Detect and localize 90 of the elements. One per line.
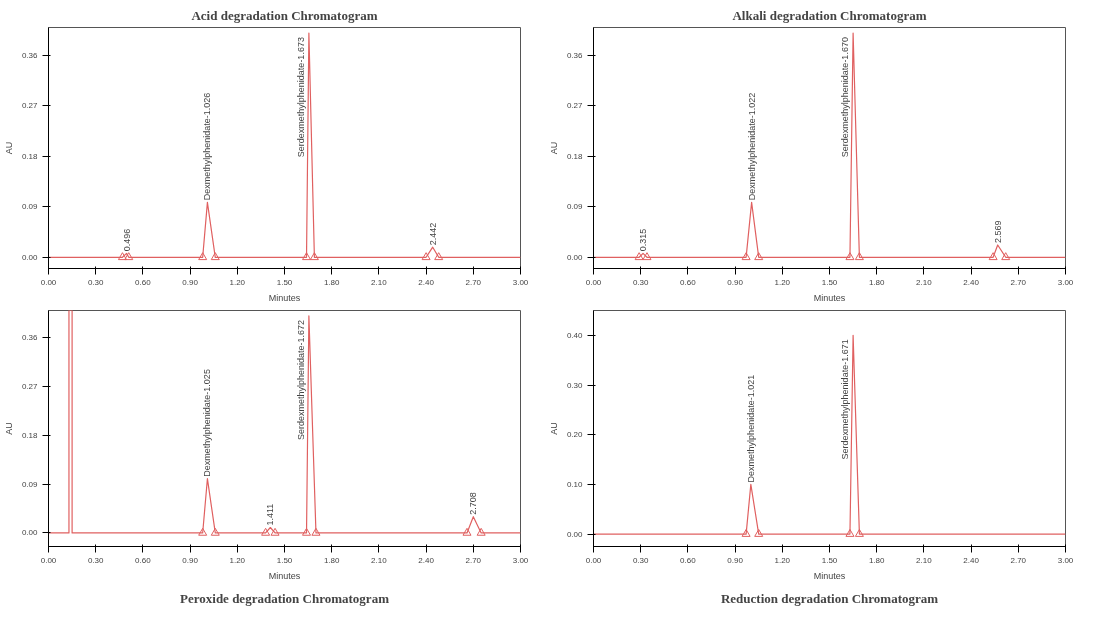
y-tick-label: 0.18 [21, 430, 39, 440]
x-tick-label: 1.50 [276, 277, 293, 287]
x-tick-label: 1.50 [276, 555, 293, 565]
x-tick-label: 2.70 [465, 277, 482, 287]
x-tick-label: 2.70 [1010, 555, 1027, 565]
x-tick-label: 1.20 [229, 555, 246, 565]
y-tick-label: 0.27 [21, 381, 39, 391]
y-tick-label: 0.20 [566, 430, 584, 440]
y-tick-label: 0.09 [21, 202, 39, 212]
annotation: Dexmethylphenidate-1.025 [202, 369, 213, 477]
y-tick-label: 0.30 [566, 380, 584, 390]
x-tick-label: 2.40 [418, 277, 435, 287]
annotation: 2.442 [427, 222, 438, 246]
x-tick-label: 1.80 [868, 555, 886, 565]
chart-title: Alkali degradation Chromatogram [732, 7, 927, 23]
y-tick-label: 0.27 [566, 101, 584, 111]
x-tick-label: 2.70 [1010, 277, 1027, 287]
x-tick-label: 1.20 [774, 277, 791, 287]
y-tick-label: 0.00 [21, 528, 39, 538]
x-tick-label: 0.00 [585, 277, 602, 287]
x-tick-label: 0.60 [680, 277, 697, 287]
y-tick-label: 0.00 [566, 252, 584, 262]
annotation: Serdexmethylphenidate-1.673 [295, 37, 306, 158]
x-tick-label: 0.90 [727, 277, 744, 287]
x-tick-label: 2.40 [963, 555, 980, 565]
x-tick-label: 3.00 [512, 555, 529, 565]
x-tick-label: 0.90 [182, 277, 199, 287]
y-axis-title: AU [548, 422, 559, 435]
x-tick-label: 0.00 [40, 555, 57, 565]
y-tick-label: 0.40 [566, 330, 584, 340]
annotation: Serdexmethylphenidate-1.672 [295, 319, 306, 441]
x-tick-label: 1.80 [323, 555, 341, 565]
x-tick-label: 1.20 [229, 277, 246, 287]
x-axis-title: Minutes [268, 292, 301, 303]
y-tick-label: 0.18 [566, 151, 584, 161]
x-tick-label: 1.80 [323, 277, 341, 287]
y-tick-label: 0.09 [566, 202, 584, 212]
annotation: 2.708 [468, 492, 479, 515]
annotation: 2.569 [992, 220, 1003, 243]
x-axis-title: Minutes [813, 292, 846, 303]
x-tick-label: 1.50 [821, 555, 838, 565]
y-tick-label: 0.27 [21, 101, 39, 111]
x-tick-label: 3.00 [512, 277, 529, 287]
x-tick-label: 0.30 [87, 277, 105, 287]
annotation: Dexmethylphenidate-1.026 [202, 92, 213, 201]
y-tick-label: 0.09 [21, 479, 39, 489]
x-tick-label: 2.10 [371, 555, 388, 565]
y-tick-label: 0.18 [21, 151, 39, 161]
y-tick-label: 0.00 [21, 252, 39, 262]
y-axis-title: AU [3, 422, 14, 435]
chart-title: Acid degradation Chromatogram [191, 7, 378, 23]
x-tick-label: 1.80 [868, 277, 886, 287]
x-tick-label: 0.30 [632, 555, 650, 565]
x-tick-label: 0.30 [87, 555, 105, 565]
x-tick-label: 2.70 [465, 555, 482, 565]
annotation: 1.411 [265, 503, 276, 526]
x-tick-label: 2.10 [916, 555, 933, 565]
x-tick-label: 3.00 [1057, 555, 1074, 565]
y-tick-label: 0.36 [21, 51, 39, 61]
x-tick-label: 0.00 [585, 555, 602, 565]
x-tick-label: 0.60 [680, 555, 697, 565]
annotation: Dexmethylphenidate-1.021 [745, 374, 756, 483]
x-tick-label: 2.10 [916, 277, 933, 287]
x-tick-label: 2.10 [371, 277, 388, 287]
text: Peroxide degradation Chromatogram [180, 590, 390, 606]
annotation: Serdexmethylphenidate-1.671 [840, 339, 851, 460]
annotation: 0.315 [638, 228, 649, 252]
x-tick-label: 2.40 [418, 555, 435, 565]
y-tick-label: 0.36 [566, 51, 584, 61]
text: Reduction degradation Chromatogram [720, 590, 939, 606]
x-tick-label: 0.60 [135, 277, 152, 287]
y-axis-title: AU [3, 141, 14, 155]
x-tick-label: 0.90 [727, 555, 744, 565]
x-tick-label: 0.00 [40, 277, 57, 287]
x-axis-title: Minutes [268, 570, 301, 581]
x-tick-label: 1.20 [774, 555, 791, 565]
annotation: Serdexmethylphenidate-1.670 [840, 37, 851, 158]
annotation: 0.496 [121, 228, 132, 252]
y-tick-label: 0.36 [21, 333, 39, 343]
x-tick-label: 2.40 [963, 277, 980, 287]
x-tick-label: 0.90 [182, 555, 199, 565]
x-tick-label: 1.50 [821, 277, 838, 287]
x-tick-label: 3.00 [1057, 277, 1074, 287]
x-tick-label: 0.60 [135, 555, 152, 565]
x-axis-title: Minutes [813, 570, 846, 581]
y-tick-label: 0.00 [566, 529, 584, 539]
y-tick-label: 0.10 [566, 479, 584, 489]
x-tick-label: 0.30 [632, 277, 650, 287]
annotation: Dexmethylphenidate-1.022 [746, 92, 757, 201]
y-axis-title: AU [548, 141, 559, 155]
